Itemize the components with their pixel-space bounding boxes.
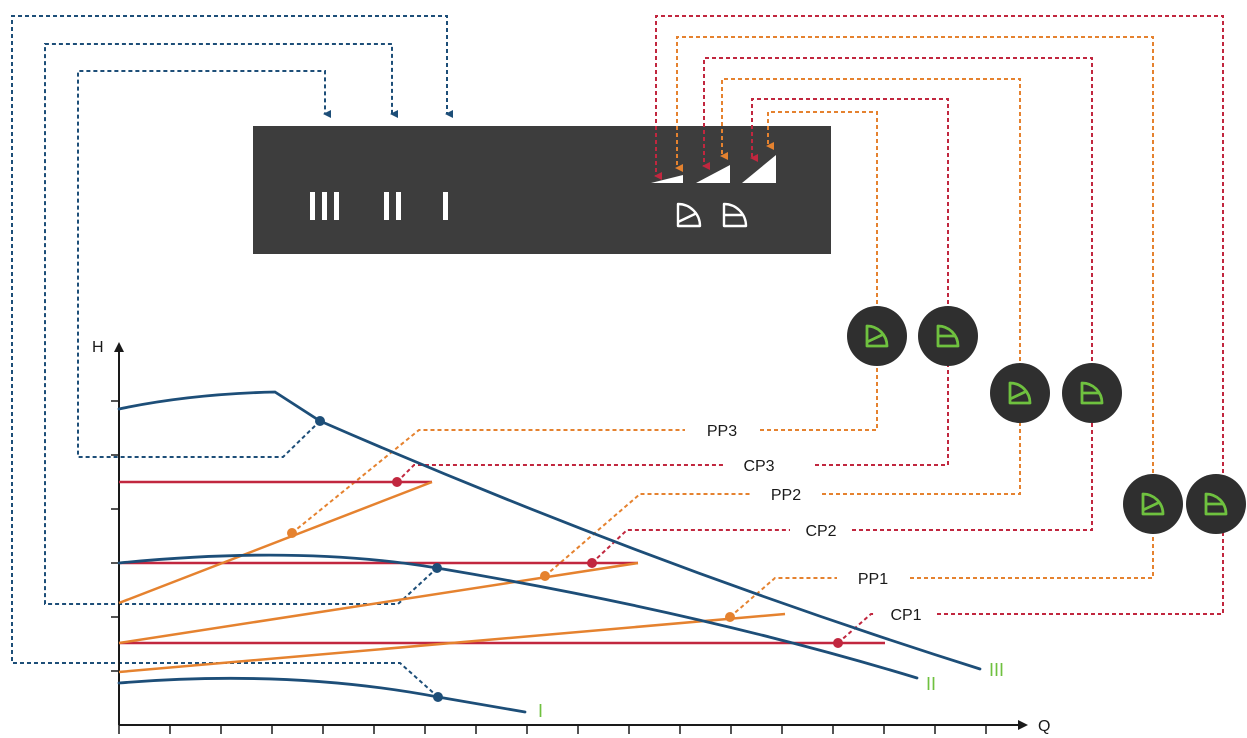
speed-I-button[interactable] (443, 192, 448, 220)
pressure-ramp-small-icon[interactable] (651, 175, 683, 183)
pp1-symbol (1123, 474, 1183, 534)
speed-links (11, 15, 453, 698)
link-pp3-symbol (760, 353, 878, 431)
curve-I (117, 676, 527, 714)
axis-ticks (111, 400, 987, 734)
constant-pressure-icon[interactable] (722, 202, 748, 228)
cp-links (396, 15, 1224, 644)
link-cp2-panel (702, 57, 1093, 375)
point-speed-I (433, 692, 443, 702)
label-cp2: CP2 (805, 523, 836, 540)
proportional-pressure-icon[interactable] (676, 202, 702, 228)
point-pp1 (725, 612, 735, 622)
x-axis-arrow (1018, 720, 1028, 730)
pressure-ramp-medium-icon[interactable] (696, 165, 730, 183)
cp1-symbol (1186, 474, 1246, 534)
link-cp2-curve (591, 529, 790, 564)
y-axis-arrow (114, 342, 124, 352)
label-cp1: CP1 (890, 607, 921, 624)
cp-lines (119, 480, 885, 645)
link-speed-I (11, 15, 453, 698)
operating-points (287, 416, 843, 702)
curve-I-label: I (538, 701, 543, 721)
cp3-symbol (918, 306, 978, 366)
point-pp2 (540, 571, 550, 581)
x-axis-label: Q (1038, 718, 1050, 735)
curve-II-label: II (926, 674, 936, 694)
pump-curves (117, 390, 982, 714)
point-cp1 (833, 638, 843, 648)
curve-II (117, 553, 919, 680)
speed-III-button[interactable] (310, 192, 339, 220)
constant-pressure-icon (1080, 381, 1104, 405)
pp2-line (118, 561, 639, 645)
constant-pressure-icon (1204, 492, 1228, 516)
link-pp2-symbol (822, 410, 1021, 495)
panel-background (253, 126, 831, 254)
point-pp3 (287, 528, 297, 538)
axes (118, 350, 1020, 726)
link-pp1-panel (675, 36, 1154, 487)
link-speed-III (77, 70, 331, 458)
link-cp3-curve (396, 464, 725, 483)
control-panel (253, 126, 831, 254)
link-cp3-panel (750, 98, 949, 318)
link-cp2-symbol (852, 410, 1093, 531)
label-pp2: PP2 (771, 487, 801, 504)
link-pp2-curve (544, 493, 750, 577)
proportional-pressure-icon (1141, 492, 1165, 516)
pp-links (291, 36, 1154, 618)
point-speed-III (315, 416, 325, 426)
proportional-pressure-icon (865, 324, 889, 348)
link-pp3-curve (291, 429, 685, 534)
link-cp1-symbol (937, 522, 1224, 615)
constant-pressure-icon (936, 324, 960, 348)
pp-lines (118, 480, 786, 674)
pp3-symbol (847, 306, 907, 366)
pp3-line (118, 480, 433, 605)
link-cp3-symbol (815, 353, 949, 466)
link-pp1-symbol (910, 522, 1154, 579)
label-cp3: CP3 (743, 458, 774, 475)
point-speed-II (432, 563, 442, 573)
curve-III (117, 390, 982, 671)
speed-II-button[interactable] (384, 192, 401, 220)
point-cp3 (392, 477, 402, 487)
cp2-symbol (1062, 363, 1122, 423)
setpoint-labels: PP3 CP3 PP2 CP2 PP1 CP1 (707, 423, 922, 624)
label-pp3: PP3 (707, 423, 737, 440)
y-axis-label: H (92, 339, 104, 356)
point-cp2 (587, 558, 597, 568)
link-cp1-curve (837, 613, 876, 644)
link-pp3-panel (766, 111, 878, 318)
link-pp2-panel (720, 78, 1021, 375)
curve-III-label: III (989, 660, 1004, 680)
proportional-pressure-icon (1008, 381, 1032, 405)
mode-symbols (847, 306, 1246, 534)
link-pp1-curve (729, 577, 837, 618)
label-pp1: PP1 (858, 571, 888, 588)
pressure-ramp-large-icon[interactable] (742, 155, 776, 183)
pp1-line (118, 612, 786, 674)
pp2-symbol (990, 363, 1050, 423)
